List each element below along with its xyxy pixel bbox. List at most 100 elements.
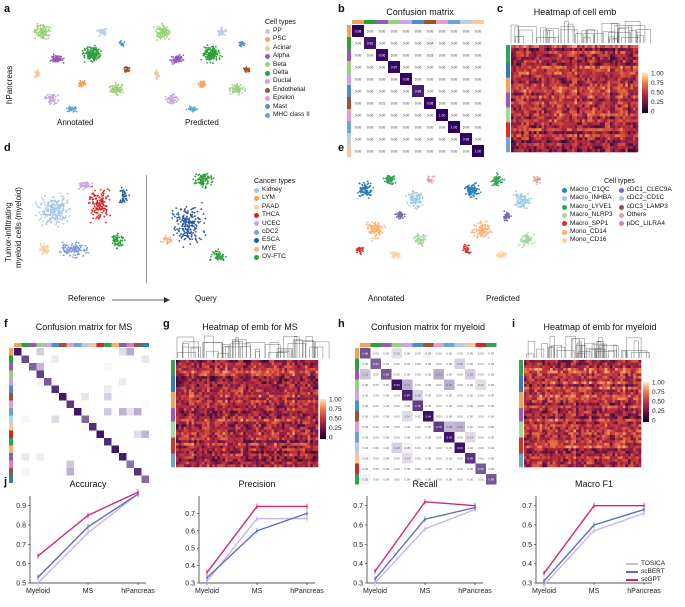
heatmap-cell [592, 128, 596, 132]
heatmap-cell [521, 122, 524, 126]
heatmap-cell [630, 83, 634, 87]
heatmap-cell [617, 74, 621, 78]
confusion-cell [376, 37, 388, 49]
umap-point [176, 99, 179, 102]
umap-point [183, 230, 186, 233]
heatmap-cell [544, 125, 547, 129]
heatmap-cell [554, 119, 558, 123]
heatmap-cell [531, 104, 535, 108]
heatmap-cell [625, 45, 629, 49]
heatmap-cell [610, 119, 613, 123]
umap-point [414, 198, 417, 201]
heatmap-cell [577, 110, 580, 114]
heatmap-cell [538, 45, 542, 49]
heatmap-cell [584, 89, 588, 93]
heatmap-cell [625, 95, 629, 99]
heatmap-cell [518, 89, 522, 93]
umap-point [74, 241, 77, 244]
heatmap-cell [577, 68, 580, 73]
heatmap-cell [531, 53, 535, 58]
umap-point [47, 37, 50, 39]
umap-point [96, 50, 99, 53]
umap-point [199, 178, 202, 181]
colorbar-step [642, 99, 648, 101]
heatmap-cell [561, 89, 565, 93]
confusion-cell [448, 121, 460, 133]
umap-point [161, 24, 164, 27]
umap-point [410, 197, 413, 200]
umap-point [214, 45, 217, 48]
confusion-value: 0.00 [451, 54, 458, 58]
heatmap-cell [622, 119, 626, 123]
umap-point [119, 91, 122, 94]
heatmap-cell [551, 71, 555, 76]
heatmap-cell [528, 77, 532, 81]
heatmap-cell [632, 149, 636, 153]
heatmap-cell [607, 107, 611, 111]
umap-point [55, 207, 58, 210]
umap-point [210, 54, 213, 57]
heatmap-cell [584, 116, 588, 120]
umap-point [425, 235, 428, 237]
heatmap-cell [604, 143, 608, 147]
confusion-cell [388, 61, 400, 73]
umap-point [416, 208, 418, 211]
heatmap-cell [612, 77, 616, 81]
heatmap-cell [536, 50, 540, 55]
heatmap-cell [594, 101, 598, 105]
heatmap-cell [587, 68, 591, 73]
row-group-tick [506, 146, 510, 150]
heatmap-cell [528, 140, 532, 144]
heatmap-cell [615, 110, 618, 114]
umap-point [383, 224, 386, 227]
heatmap-cell [577, 86, 580, 90]
umap-point [35, 76, 37, 79]
umap-point [103, 33, 106, 36]
heatmap-cell [599, 83, 603, 87]
legend-a-item: Alpha [265, 52, 310, 60]
confusion-value: 0.00 [463, 126, 470, 130]
umap-point [205, 183, 208, 185]
heatmap-cell [571, 56, 575, 61]
confusion-cell [460, 133, 472, 145]
legend-a-item: Endothelial [265, 86, 310, 94]
heatmap-cell [538, 149, 542, 153]
heatmap-cell [574, 45, 578, 49]
legend-swatch [265, 87, 270, 93]
legend-a-item: Delta [265, 69, 310, 77]
umap-point [44, 96, 47, 99]
umap-point [51, 98, 54, 101]
heatmap-cell [594, 68, 598, 73]
umap-point [57, 206, 59, 209]
confusion-cell [352, 145, 364, 157]
confusion-value: 0.03 [427, 54, 434, 58]
heatmap-cell [551, 53, 555, 58]
heatmap-cell [625, 131, 629, 135]
umap-point [199, 181, 202, 183]
umap-point [222, 31, 225, 34]
heatmap-cell [582, 45, 585, 49]
heatmap-cell [521, 50, 524, 55]
heatmap-cell [526, 107, 530, 111]
umap-point [375, 226, 378, 229]
heatmap-cell [592, 104, 596, 108]
umap-point [218, 256, 221, 259]
heatmap-cell [513, 50, 517, 55]
heatmap-cell [566, 113, 570, 117]
heatmap-cell [556, 80, 560, 84]
heatmap-cell [556, 98, 560, 102]
heatmap-cell [564, 86, 568, 90]
confusion-cell [388, 109, 400, 121]
umap-point [73, 108, 76, 110]
umap-point [94, 189, 96, 192]
heatmap-cell [518, 131, 522, 135]
umap-point [186, 223, 188, 226]
heatmap-cell [541, 89, 545, 93]
umap-point [55, 200, 58, 203]
heatmap-cell [594, 128, 598, 132]
heatmap-cell [627, 113, 631, 117]
heatmap-cell [556, 122, 560, 126]
umap-point [163, 239, 166, 242]
heatmap-cell [533, 77, 537, 81]
heatmap-cell [523, 77, 527, 81]
